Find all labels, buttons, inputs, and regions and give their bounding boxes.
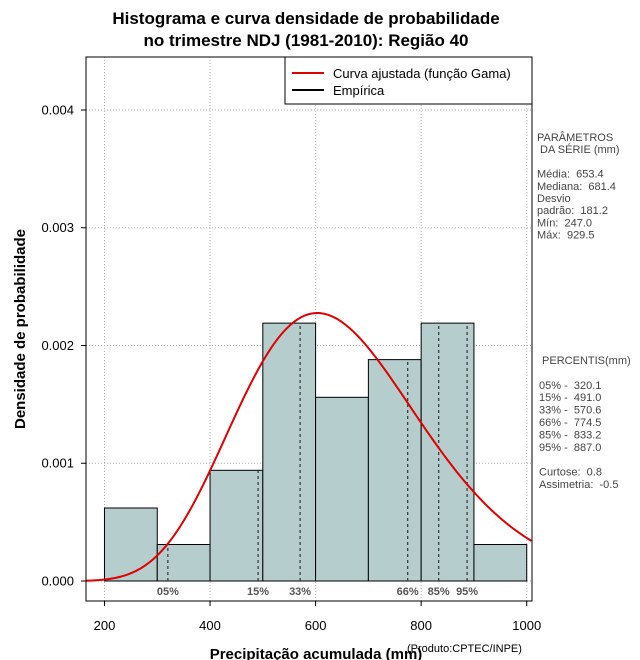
histogram-bar-3 <box>262 322 317 582</box>
series-parameters-line-6: padrão: 181.2 <box>537 205 608 217</box>
percentile-labels: 05% 15% 33% 66% 85% 95% <box>157 586 478 598</box>
gamma-curve <box>85 312 532 582</box>
histogram-bar-5 <box>367 359 422 582</box>
percentile-label-5: 95% <box>456 586 478 598</box>
y-tick-label-0: 0.000 <box>41 574 74 589</box>
series-parameters-line-1: DA SÉRIE (mm) <box>537 143 620 156</box>
series-parameters-line-7: Mín: 247.0 <box>537 217 592 229</box>
percentiles-line-0: PERCENTIS(mm) <box>539 355 631 367</box>
histogram-bars <box>103 322 528 582</box>
y-tick-label-3: 0.003 <box>41 220 74 235</box>
percentiles-line-7: 95% - 887.0 <box>539 442 601 454</box>
series-parameters-line-4: Mediana: 681.4 <box>537 181 616 193</box>
percentile-label-4: 85% <box>428 586 450 598</box>
percentile-label-2: 33% <box>289 586 311 598</box>
x-tick-label-0: 200 <box>94 618 116 633</box>
y-tick-label-2: 0.002 <box>41 338 74 353</box>
y-tick-label-4: 0.004 <box>41 102 74 117</box>
histogram-bar-7 <box>473 543 528 582</box>
histogram-bar-0 <box>103 507 158 582</box>
percentiles-line-3: 15% - 491.0 <box>539 392 601 404</box>
percentiles-line-10: Assimetria: -0.5 <box>539 479 618 491</box>
percentile-label-0: 05% <box>157 586 179 598</box>
histogram-bar-4 <box>315 396 369 582</box>
histogram-bar-2 <box>209 469 264 582</box>
x-tick-label-4: 1000 <box>512 618 541 633</box>
percentiles-line-4: 33% - 570.6 <box>539 405 601 417</box>
percentile-lines <box>167 323 468 581</box>
series-parameters-line-3: Média: 653.4 <box>537 169 604 181</box>
product-credit: (Produto:CPTEC/INPE) <box>407 643 522 655</box>
series-parameters-line-5: Desvio <box>537 193 571 205</box>
x-axis: 200 400 600 800 1000 <box>94 601 541 633</box>
percentiles-line-6: 85% - 833.2 <box>539 429 601 441</box>
chart-title-line2: no trimestre NDJ (1981-2010): Região 40 <box>143 31 468 50</box>
percentiles-line-2: 05% - 320.1 <box>539 380 601 392</box>
percentile-label-3: 66% <box>397 586 419 598</box>
percentiles-line-9: Curtose: 0.8 <box>539 467 602 479</box>
series-parameters-line-8: Máx: 929.5 <box>537 230 594 242</box>
y-tick-label-1: 0.001 <box>41 456 74 471</box>
x-tick-label-1: 400 <box>199 618 221 633</box>
legend-box <box>284 56 533 105</box>
percentile-label-1: 15% <box>247 586 269 598</box>
histogram-bar-6 <box>420 322 475 582</box>
y-axis-label: Densidade de probabilidade <box>12 229 29 429</box>
chart-title-line1: Histograma e curva densidade de probabil… <box>112 9 499 28</box>
legend: Curva ajustada (função Gama) Empírica <box>284 56 533 105</box>
series-parameters-line-0: PARÂMETROS <box>537 131 613 144</box>
histogram-bar-1 <box>156 543 211 582</box>
series-parameters-panel: PARÂMETROS DA SÉRIE (mm) Média: 653.4Medi… <box>537 131 620 242</box>
legend-label-empirical: Empírica <box>333 83 385 98</box>
y-axis: 0.000 0.001 0.002 0.003 0.004 <box>41 102 86 589</box>
x-axis-label: Precipitação acumulada (mm) <box>210 646 423 660</box>
x-tick-label-3: 800 <box>410 618 432 633</box>
legend-label-fitted: Curva ajustada (função Gama) <box>333 66 511 81</box>
x-tick-label-2: 600 <box>305 618 327 633</box>
percentiles-panel: PERCENTIS(mm) 05% - 320.115% - 491.033% -… <box>539 355 631 491</box>
percentiles-line-5: 66% - 774.5 <box>539 417 601 429</box>
